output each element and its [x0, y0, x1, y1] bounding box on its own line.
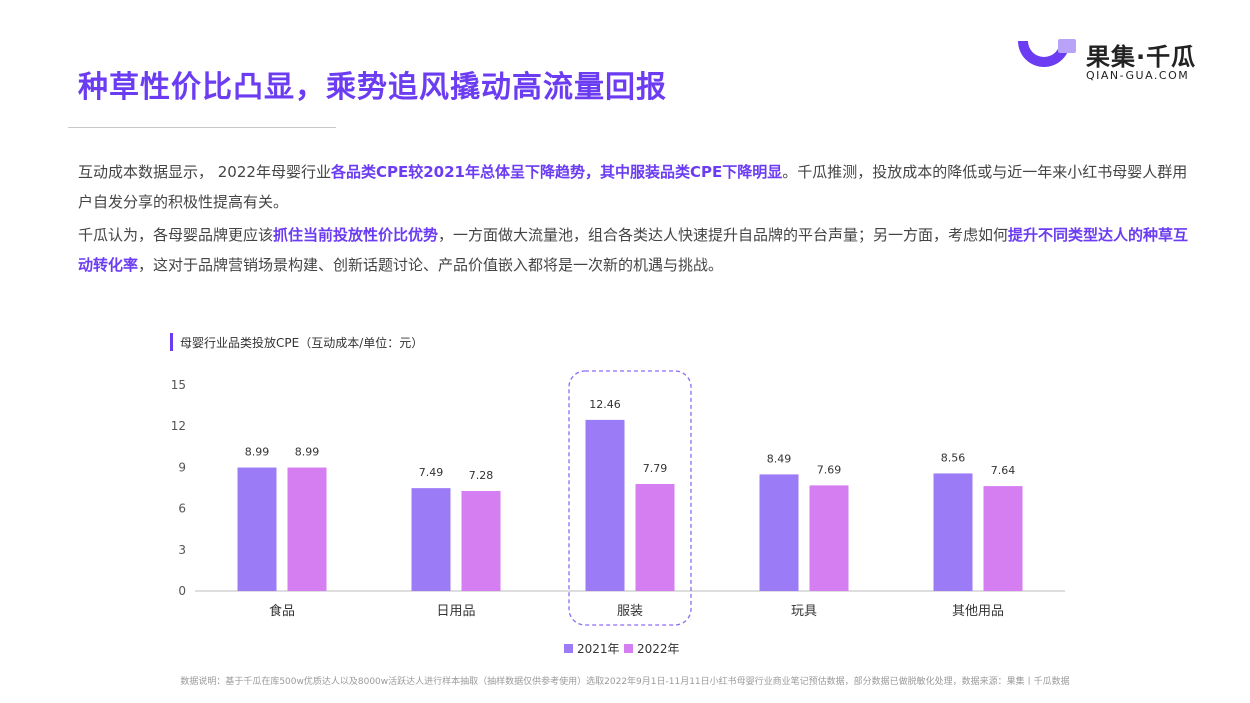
insight-highlight-2: 提升不同类型达人的种草互动转化率 [78, 226, 1189, 274]
data-label: 12.46 [589, 398, 621, 411]
data-label: 8.56 [941, 451, 966, 464]
data-label: 7.28 [469, 469, 494, 482]
y-tick-label: 0 [178, 584, 186, 598]
data-label: 8.99 [295, 446, 320, 459]
intro-highlight-1: 各品类CPE较2021年总体呈下降趋势，其中服装品类CPE下降明显 [330, 163, 783, 181]
bar [585, 419, 625, 591]
insight-text-1: 千瓜认为，各母婴品牌更应该 [78, 226, 274, 244]
y-tick-label: 6 [178, 502, 186, 516]
highlight-box [568, 370, 692, 626]
insight-text-2: ，一方面做大流量池，组合各类达人快速提升自品牌的平台声量；另一方面，考虑如何 [438, 226, 1009, 244]
x-tick-label: 玩具 [791, 604, 817, 619]
legend-swatch [624, 644, 633, 653]
data-label: 7.64 [991, 464, 1016, 477]
bar [461, 491, 501, 591]
brand-logo: 果集·千瓜 QIAN-GUA.COM [1014, 37, 1214, 85]
bar [287, 467, 327, 591]
insight-paragraph: 千瓜认为，各母婴品牌更应该抓住当前投放性价比优势，一方面做大流量池，组合各类达人… [78, 220, 1193, 280]
logo-name: 果集·千瓜 [1086, 43, 1197, 71]
x-tick-label: 食品 [269, 603, 295, 619]
bar [411, 488, 451, 591]
intro-paragraph: 互动成本数据显示， 2022年母婴行业各品类CPE较2021年总体呈下降趋势，其… [78, 157, 1193, 217]
bar [759, 474, 799, 591]
bar [809, 485, 849, 591]
data-footnote: 数据说明：基于千瓜在库500w优质达人以及8000w活跃达人进行样本抽取（抽样数… [180, 677, 1070, 687]
title-divider [68, 127, 336, 128]
bar [237, 467, 277, 591]
bar [933, 473, 973, 591]
data-label: 8.99 [245, 446, 270, 459]
data-label: 7.79 [643, 462, 668, 475]
legend-swatch [564, 644, 573, 653]
legend-label: 2021年 [577, 642, 620, 656]
data-label: 7.49 [419, 466, 444, 479]
y-tick-label: 9 [178, 460, 186, 474]
bar [635, 484, 675, 591]
insight-highlight-1: 抓住当前投放性价比优势 [273, 226, 439, 244]
intro-text-2: 。千瓜推测，投放成本的降低或与近一年来小红书母婴人群用户自发分享的积极性提高有关… [78, 163, 1188, 211]
bar [983, 486, 1023, 591]
x-tick-label: 其他用品 [952, 604, 1004, 619]
chart-title: 母婴行业品类投放CPE（互动成本/单位：元） [180, 336, 424, 350]
data-label: 7.69 [817, 463, 842, 476]
y-tick-label: 15 [171, 378, 186, 392]
legend-label: 2022年 [637, 642, 680, 656]
x-tick-label: 服装 [617, 604, 643, 619]
x-tick-label: 日用品 [436, 604, 475, 619]
intro-text-1: 互动成本数据显示， 2022年母婴行业 [78, 163, 331, 181]
data-label: 8.49 [767, 452, 792, 465]
logo-url: QIAN-GUA.COM [1086, 69, 1190, 82]
y-tick-label: 3 [178, 543, 186, 557]
y-tick-label: 12 [171, 419, 186, 433]
insight-text-3: ，这对于品牌营销场景构建、创新话题讨论、产品价值嵌入都将是一次新的机遇与挑战。 [138, 256, 724, 274]
chart-title-accent [170, 333, 173, 351]
logo-icon [1018, 39, 1076, 67]
page-title: 种草性价比凸显，乘势追风撬动高流量回报 [78, 70, 667, 105]
